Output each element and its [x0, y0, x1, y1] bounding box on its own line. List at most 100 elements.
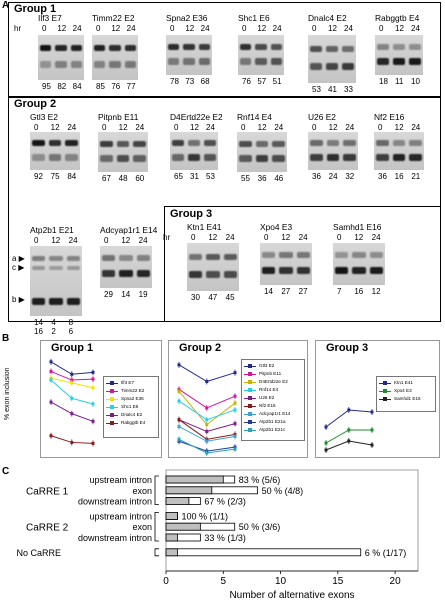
legend-item-2-7: Atp2b1 E21a [242, 418, 304, 426]
legend-marker-2-6 [248, 412, 252, 416]
legend-item-1-4: Dnalc4 E2 [104, 411, 158, 419]
timepoint-group1-4-1: 12 [328, 24, 337, 33]
legend-label-2-5: Nf2 E16 [259, 403, 276, 408]
legend-item-2-0: Gtl3 E2 [242, 362, 304, 370]
panel-c-label: C [2, 466, 10, 477]
timepoint-group2-5-2: 24 [411, 123, 421, 132]
timepoint-group1-0-0: 0 [42, 24, 47, 33]
hr-label-group1-0: hr [14, 24, 22, 33]
legend-item-2-1: Pitpnb E11 [242, 370, 304, 378]
exon-value-group1-2-2: 68 [200, 77, 210, 86]
panel-b-label: B [2, 333, 10, 344]
data-point-2-0-1 [205, 380, 209, 383]
timepoint-group3-1-0: 0 [264, 233, 269, 242]
band-lower-group2-2-0 [172, 154, 184, 162]
band-marker-c: c ▶ [12, 263, 25, 272]
exon-value-group3-1-0: 14 [264, 287, 273, 296]
data-point-2-8-1 [205, 451, 209, 455]
timepoint-group2-4-0: 0 [312, 123, 317, 132]
data-point-2-0-0 [177, 363, 181, 367]
legend-marker-2-0 [248, 364, 252, 368]
data-point-2-8-2 [233, 447, 237, 451]
band-upper-group2-0-0 [32, 140, 45, 147]
timepoint-group2-6-1: 12 [51, 236, 61, 245]
gel-name-group1-4: Dnalc4 E2 [308, 13, 347, 23]
x-tick-label-4: 20 [390, 576, 402, 587]
legend-label-2-8: Atp2b1 E21c [259, 427, 286, 432]
band-upper-group1-2-2 [198, 43, 210, 50]
legend-marker-2-7 [248, 420, 252, 424]
exon-value-group1-5-0: 18 [379, 77, 388, 86]
band-upper-group3-1-2 [296, 252, 310, 259]
band-upper-group3-0-2 [223, 253, 237, 260]
bar-annotation-1: 50 % (4/8) [262, 486, 304, 496]
legend-item-2-5: Nf2 E16 [242, 402, 304, 410]
gel-image-group2-5 [374, 132, 424, 170]
band-lower-group1-2-0 [168, 58, 180, 66]
band-lower-group2-4-1 [326, 154, 340, 162]
band-upper-group1-1-1 [109, 44, 121, 51]
data-point-2-2-2 [233, 401, 237, 405]
band-upper-group2-3-1 [255, 140, 269, 147]
data-point-2-2-1 [205, 423, 209, 427]
legend-label-3-2: Samhd1 E16 [394, 396, 421, 401]
gel-name-group1-3: Shc1 E6 [238, 13, 270, 23]
band-c-group2-6-2 [66, 266, 80, 270]
timepoint-group1-0-2: 24 [72, 24, 82, 33]
group1-box [8, 2, 441, 97]
band-upper-group3-1-1 [279, 252, 293, 259]
gel-name-group2-5: Nf2 E16 [374, 112, 405, 122]
band-lower-group2-5-0 [376, 154, 389, 162]
band-lower-group2-2-1 [188, 154, 200, 162]
band-upper-group2-0-2 [65, 140, 78, 147]
timepoint-group3-2-0: 0 [337, 233, 342, 242]
gel-image-group2-7 [100, 246, 152, 288]
data-point-2-6-1 [205, 439, 209, 443]
legend-2: Gtl3 E2 Pitpnb E11 D4Ertd22e E2 Rnf14 E4 U26… [241, 359, 305, 441]
group3-title: Group 3 [170, 208, 213, 220]
gel-name-group1-1: Timm22 E2 [92, 13, 135, 23]
band-upper-group1-5-2 [409, 43, 421, 50]
line-chart-title-3: Group 3 [326, 342, 369, 354]
data-point-1-2-2 [91, 386, 95, 390]
line-chart-2: Group 2 Gtl3 E2 Pitpnb E11 D4Ertd22e E2 Rnf1… [168, 340, 308, 458]
legend-label-1-3: Shc1 E6 [121, 404, 139, 409]
band-lower-group3-0-0 [189, 270, 203, 278]
legend-item-3-2: Samhd1 E16 [377, 395, 435, 403]
panel-a-label: A [2, 0, 10, 11]
band-upper-group3-2-2 [369, 252, 383, 259]
band-upper-group1-0-1 [55, 44, 67, 51]
data-point-1-3-1 [70, 396, 74, 400]
band-upper-group1-2-1 [183, 43, 195, 50]
group-bracket-1 [154, 512, 159, 542]
band-upper-group1-0-2 [70, 44, 82, 51]
legend-marker-1-4 [110, 413, 114, 417]
band-c-group2-6-0 [32, 266, 46, 270]
band-lower-group1-1-0 [94, 61, 106, 69]
bar-annotation-2: 67 % (2/3) [204, 497, 246, 507]
legend-label-1-1: Timm22 E2 [121, 388, 145, 393]
timepoint-group2-7-2: 24 [138, 236, 148, 245]
exon-value-group2-4-0: 36 [312, 172, 321, 181]
exon-value-group1-0-2: 84 [72, 82, 82, 91]
x-tick-label-2: 10 [275, 576, 287, 587]
gel-image-group3-1 [260, 243, 312, 285]
timepoint-group2-3-2: 24 [274, 123, 284, 132]
data-point-1-3-0 [49, 378, 53, 382]
category-label-6: No CaRRE [16, 548, 61, 558]
legend-item-3-1: Xpo4 E3 [377, 387, 435, 395]
exon-value-group1-1-0: 85 [96, 82, 105, 91]
band-lower-group1-0-0 [40, 61, 52, 69]
band-lower-group2-5-2 [409, 154, 422, 162]
band-lower-group3-2-2 [369, 267, 383, 275]
legend-label-1-2: Spna2 E36 [121, 396, 144, 401]
band-upper-group1-5-0 [377, 43, 389, 50]
band-upper-group2-4-0 [310, 140, 323, 147]
timepoint-group2-5-1: 12 [394, 123, 404, 132]
exon-value-group3-2-2: 12 [371, 287, 381, 296]
x-tick-label-3: 15 [332, 576, 344, 587]
legend-label-3-0: Ktn1 E41 [394, 380, 413, 385]
timepoint-group2-6-0: 0 [34, 236, 39, 245]
data-point-2-4-2 [233, 422, 237, 426]
data-point-2-6-0 [177, 425, 181, 429]
